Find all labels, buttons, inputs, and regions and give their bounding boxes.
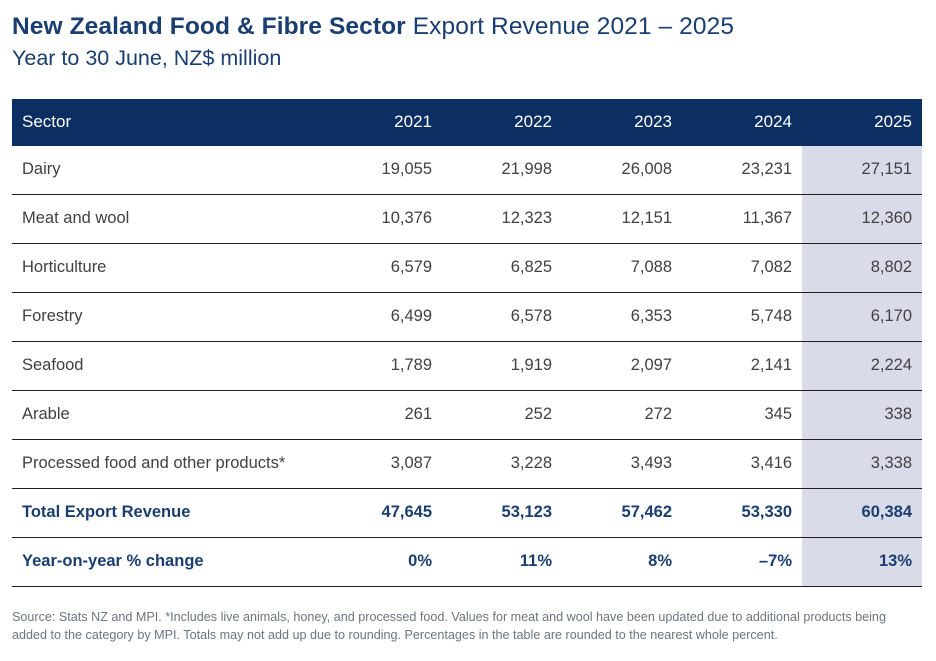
value-cell: 2,141	[682, 341, 802, 391]
value-cell: 5,748	[682, 292, 802, 342]
value-cell: 10,376	[322, 194, 442, 244]
source-footnote: Source: Stats NZ and MPI. *Includes live…	[12, 609, 886, 643]
table-body: Dairy 19,055 21,998 26,008 23,231 27,151 Meat …	[12, 145, 922, 489]
value-cell: 3,338	[802, 439, 922, 489]
value-cell: 338	[802, 390, 922, 440]
column-header-year: 2023	[562, 98, 682, 146]
value-cell: 12,360	[802, 194, 922, 244]
table-summary: Total Export Revenue 47,645 53,123 57,462 53…	[12, 488, 922, 587]
table-row: Processed food and other products* 3,087 3…	[12, 439, 922, 489]
value-cell: 3,493	[562, 439, 682, 489]
value-cell: 11%	[442, 537, 562, 587]
title-regular-segment: Export Revenue 2021 – 2025	[412, 13, 735, 40]
sector-label: Arable	[12, 390, 322, 440]
title-bold-segment: New Zealand Food & Fibre Sector	[12, 13, 406, 40]
table-header: Sector 2021 2022 2023 2024 2025	[12, 98, 922, 146]
header-row: Sector 2021 2022 2023 2024 2025	[12, 98, 922, 146]
export-revenue-table: Sector 2021 2022 2023 2024 2025 Dairy 19,055 21…	[12, 98, 922, 587]
table-row: Seafood 1,789 1,919 2,097 2,141 2,224	[12, 341, 922, 391]
column-header-year: 2021	[322, 98, 442, 146]
sector-label: Year-on-year % change	[12, 537, 322, 587]
value-cell: 57,462	[562, 488, 682, 538]
value-cell: 8%	[562, 537, 682, 587]
value-cell: 21,998	[442, 145, 562, 195]
sector-label: Meat and wool	[12, 194, 322, 244]
value-cell: 23,231	[682, 145, 802, 195]
value-cell: 6,170	[802, 292, 922, 342]
value-cell: 7,088	[562, 243, 682, 293]
value-cell: 261	[322, 390, 442, 440]
summary-row: Year-on-year % change 0% 11% 8% –7% 13%	[12, 537, 922, 587]
value-cell: 6,578	[442, 292, 562, 342]
table-row: Meat and wool 10,376 12,323 12,151 11,367 12,…	[12, 194, 922, 244]
value-cell: 47,645	[322, 488, 442, 538]
value-cell: 26,008	[562, 145, 682, 195]
value-cell: 53,330	[682, 488, 802, 538]
value-cell: 3,087	[322, 439, 442, 489]
value-cell: 6,579	[322, 243, 442, 293]
value-cell: 345	[682, 390, 802, 440]
value-cell: 8,802	[802, 243, 922, 293]
value-cell: 12,323	[442, 194, 562, 244]
value-cell: 60,384	[802, 488, 922, 538]
sector-label: Dairy	[12, 145, 322, 195]
value-cell: 53,123	[442, 488, 562, 538]
value-cell: 7,082	[682, 243, 802, 293]
value-cell: 272	[562, 390, 682, 440]
value-cell: 12,151	[562, 194, 682, 244]
table-row: Horticulture 6,579 6,825 7,088 7,082 8,802	[12, 243, 922, 293]
table-row: Dairy 19,055 21,998 26,008 23,231 27,151	[12, 145, 922, 195]
value-cell: 2,224	[802, 341, 922, 391]
value-cell: 27,151	[802, 145, 922, 195]
value-cell: 252	[442, 390, 562, 440]
sector-label: Total Export Revenue	[12, 488, 322, 538]
value-cell: 11,367	[682, 194, 802, 244]
value-cell: 6,825	[442, 243, 562, 293]
page-title: New Zealand Food & Fibre Sector Export R…	[12, 12, 922, 43]
page-subtitle: Year to 30 June, NZ$ million	[12, 45, 282, 70]
value-cell: 6,499	[322, 292, 442, 342]
value-cell: –7%	[682, 537, 802, 587]
table-row: Forestry 6,499 6,578 6,353 5,748 6,170	[12, 292, 922, 342]
column-header-sector: Sector	[12, 98, 322, 146]
value-cell: 2,097	[562, 341, 682, 391]
value-cell: 19,055	[322, 145, 442, 195]
sector-label: Horticulture	[12, 243, 322, 293]
sector-label: Forestry	[12, 292, 322, 342]
column-header-year: 2024	[682, 98, 802, 146]
value-cell: 13%	[802, 537, 922, 587]
sector-label: Processed food and other products*	[12, 439, 322, 489]
table-row: Arable 261 252 272 345 338	[12, 390, 922, 440]
value-cell: 1,919	[442, 341, 562, 391]
value-cell: 6,353	[562, 292, 682, 342]
value-cell: 0%	[322, 537, 442, 587]
value-cell: 3,416	[682, 439, 802, 489]
value-cell: 1,789	[322, 341, 442, 391]
sector-label: Seafood	[12, 341, 322, 391]
summary-row: Total Export Revenue 47,645 53,123 57,462 53…	[12, 488, 922, 538]
value-cell: 3,228	[442, 439, 562, 489]
column-header-year: 2025	[802, 98, 922, 146]
column-header-year: 2022	[442, 98, 562, 146]
